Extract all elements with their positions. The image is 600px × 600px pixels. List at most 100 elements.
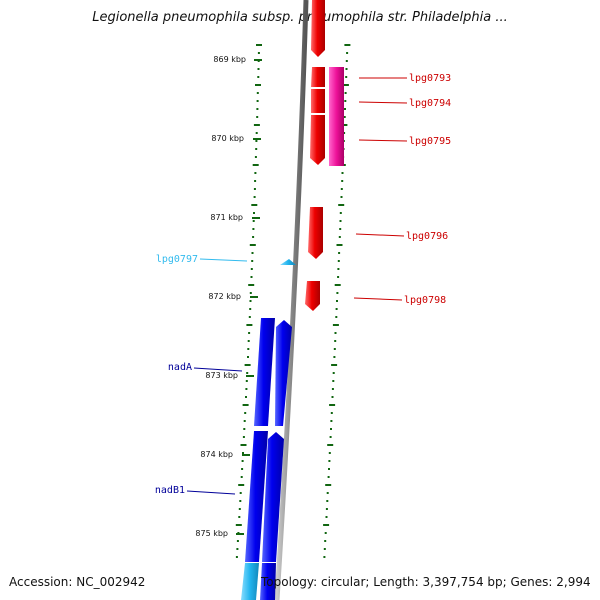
tick-dash	[331, 388, 334, 390]
tick-dash	[252, 220, 255, 222]
tick-dash	[332, 372, 335, 374]
scale-tick-label: 873 kbp	[205, 371, 238, 380]
tick-dash	[254, 156, 257, 158]
tick-dash	[254, 172, 257, 174]
tick-dash	[334, 332, 337, 334]
forward-strand-features	[305, 0, 325, 311]
tick-dash	[341, 180, 344, 182]
gene-label-lpg0797[interactable]: lpg0797	[156, 254, 198, 265]
accession-text: Accession: NC_002942	[9, 575, 146, 589]
outer-tick-ring	[323, 44, 351, 558]
tick-dash	[245, 396, 247, 398]
tick-dash	[243, 420, 246, 422]
gene-feature-bottom-blue[interactable]	[260, 563, 276, 600]
tick-dash	[337, 276, 340, 278]
tick-dash	[252, 236, 255, 238]
gene-labels: lpg0793 lpg0794 lpg0795 lpg0796 lpg0798 …	[155, 73, 451, 496]
tick-dash	[244, 412, 247, 414]
gene-feature-top[interactable]	[311, 0, 325, 57]
tick-dash	[346, 52, 349, 54]
tick-dash	[330, 420, 333, 422]
tick-dash	[323, 524, 330, 526]
gene-feature-nadA-track2[interactable]	[275, 320, 292, 426]
tick-dash	[253, 188, 256, 190]
tick-dash	[244, 364, 251, 366]
tick-dash	[252, 228, 255, 230]
genome-stats-text: Topology: circular; Length: 3,397,754 bp…	[261, 575, 591, 589]
tick-dash	[339, 220, 342, 222]
tick-dash	[251, 204, 258, 206]
tick-dash	[249, 300, 252, 302]
gene-feature-lpg0795[interactable]	[310, 115, 325, 165]
gene-feature-bottom-cyan[interactable]	[241, 563, 259, 600]
tick-dash	[345, 60, 348, 62]
tick-dash	[341, 124, 348, 126]
tick-dash	[256, 92, 259, 94]
gene-feature-nadB1-track2[interactable]	[262, 432, 284, 562]
tick-dash	[330, 412, 333, 414]
tick-dash	[242, 436, 245, 438]
gene-feature-lpg0798[interactable]	[305, 281, 320, 311]
tick-dash	[343, 132, 346, 134]
gene-feature-nadB1-track1[interactable]	[245, 431, 268, 562]
tick-dash	[248, 284, 255, 286]
tick-dash	[253, 124, 260, 126]
tick-dash	[337, 260, 340, 262]
tick-dash	[255, 148, 258, 150]
gene-feature-nadA-track1[interactable]	[254, 318, 275, 426]
tick-dash	[341, 172, 344, 174]
tick-dash	[324, 532, 327, 534]
tick-dash	[338, 252, 341, 254]
scale-tick-label: 871 kbp	[210, 213, 243, 222]
tick-dash	[336, 244, 343, 246]
tick-dash	[253, 212, 255, 214]
tick-dash	[243, 428, 246, 430]
tick-dash	[323, 548, 326, 550]
gene-label-lpg0793[interactable]: lpg0793	[409, 73, 451, 84]
gene-label-nadB1[interactable]: nadB1	[155, 485, 185, 496]
scale-ticks: 869 kbp 870 kbp 871 kbp 872 kbp 873 kbp …	[195, 55, 262, 538]
genome-backbone	[274, 0, 309, 600]
tick-dash	[334, 284, 341, 286]
gene-feature-lpg0796[interactable]	[308, 207, 323, 259]
label-leader-line	[353, 297, 403, 301]
tick-dash	[250, 276, 253, 278]
gene-feature-lpg0797[interactable]	[280, 259, 296, 265]
tick-dash	[331, 396, 334, 398]
gene-feature-lpg0794[interactable]	[311, 89, 325, 113]
tick-dash	[328, 452, 331, 454]
tick-dash	[255, 140, 258, 142]
gene-label-lpg0795[interactable]: lpg0795	[409, 136, 451, 147]
gene-feature-lpg0793[interactable]	[311, 67, 325, 87]
tick-dash	[249, 308, 252, 310]
scale-tick-label: 872 kbp	[208, 292, 241, 301]
tick-dash	[327, 444, 334, 446]
tick-dash	[245, 380, 248, 382]
tick-dash	[250, 268, 253, 270]
tick-dash	[334, 340, 337, 342]
tick-dash	[340, 196, 343, 198]
gene-label-lpg0796[interactable]: lpg0796	[406, 231, 448, 242]
tick-dash	[256, 44, 262, 46]
tick-dash	[235, 524, 242, 526]
tick-dash	[335, 308, 338, 310]
tick-dash	[248, 316, 251, 318]
tick-dash	[345, 68, 348, 70]
tick-dash	[255, 132, 258, 134]
tick-dash	[339, 228, 342, 230]
tick-dash	[344, 100, 347, 102]
tick-dash	[246, 324, 253, 326]
gene-label-lpg0794[interactable]: lpg0794	[409, 98, 451, 109]
tick-dash	[257, 68, 260, 70]
tick-dash	[254, 180, 257, 182]
tick-dash	[336, 292, 339, 294]
tick-dash	[335, 316, 338, 318]
tick-dash	[329, 404, 336, 406]
tick-dash	[338, 236, 341, 238]
tick-dash	[236, 540, 239, 542]
gene-feature-pink[interactable]	[329, 67, 344, 166]
gene-label-lpg0798[interactable]: lpg0798	[404, 295, 446, 306]
gene-label-nadA[interactable]: nadA	[168, 362, 192, 373]
label-leader-line	[193, 367, 243, 372]
